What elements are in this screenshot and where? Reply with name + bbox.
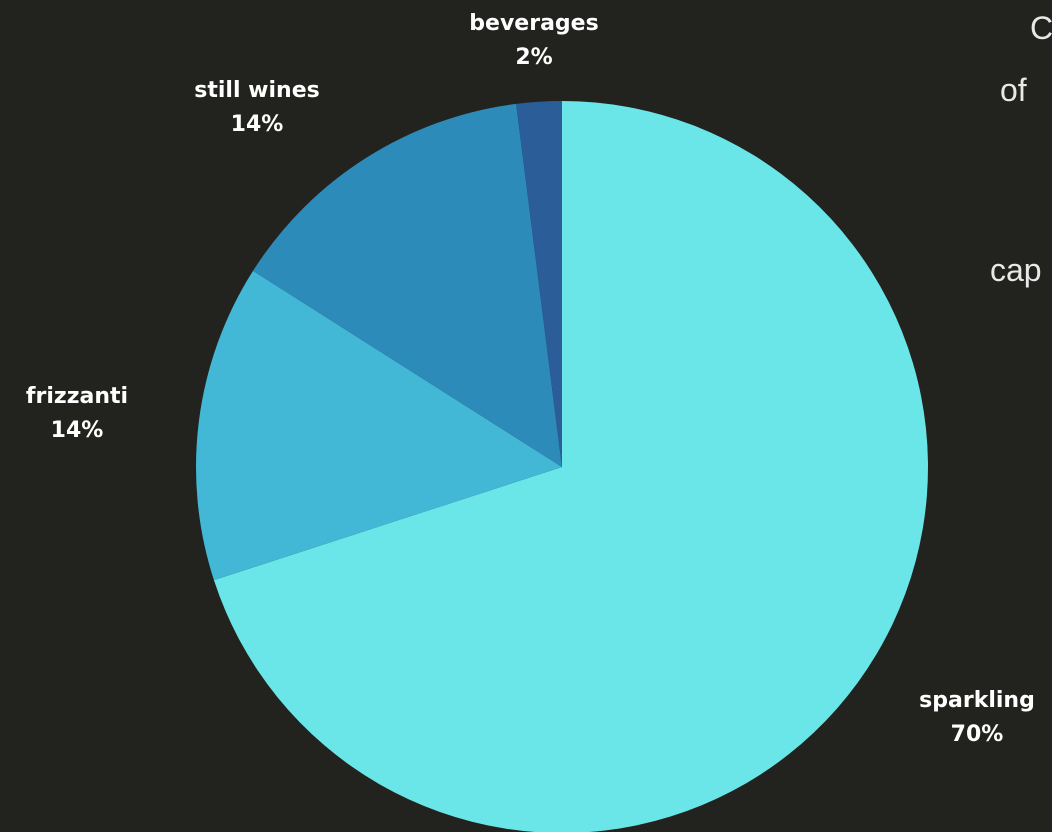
side-text-line-2: of: [1000, 72, 1027, 109]
slice-label-frizzanti: frizzanti: [26, 384, 128, 409]
slice-value-still-wines: 14%: [231, 112, 284, 137]
side-text-line-3: cap: [990, 252, 1042, 289]
slice-label-beverages: beverages: [469, 11, 598, 36]
slice-value-sparkling: 70%: [951, 722, 1004, 747]
side-text-line-1: C: [1030, 10, 1052, 47]
slice-label-sparkling: sparkling: [919, 688, 1035, 713]
slice-value-frizzanti: 14%: [51, 418, 104, 443]
slice-value-beverages: 2%: [515, 45, 552, 70]
slice-label-still-wines: still wines: [194, 78, 319, 103]
